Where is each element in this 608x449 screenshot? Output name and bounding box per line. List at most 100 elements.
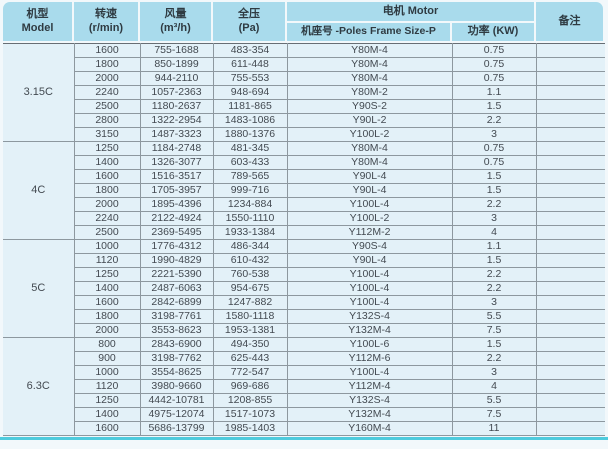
- cell-power: 3: [451, 365, 537, 380]
- cell-power: 1.5: [451, 337, 537, 352]
- cell-frame-size: Y80M-4: [286, 141, 453, 156]
- cell-pressure: 1933-1384: [212, 225, 288, 240]
- cell-remark: [535, 253, 605, 268]
- cell-speed: 2800: [73, 113, 141, 128]
- cell-airflow: 1516-3517: [139, 169, 214, 184]
- cell-speed: 1400: [73, 281, 141, 296]
- cell-remark: [535, 113, 605, 128]
- cell-power: 4: [451, 379, 537, 394]
- cell-speed: 1000: [73, 239, 141, 254]
- cell-airflow: 2843-6900: [139, 337, 214, 352]
- cell-airflow: 1326-3077: [139, 155, 214, 170]
- cell-pressure: 1953-1381: [212, 323, 288, 338]
- cell-power: 2.2: [451, 267, 537, 282]
- cell-speed: 3150: [73, 127, 141, 142]
- cell-power: 3: [451, 295, 537, 310]
- cell-frame-size: Y80M-4: [286, 57, 453, 72]
- cell-pressure: 611-448: [212, 57, 288, 72]
- cell-pressure: 1880-1376: [212, 127, 288, 142]
- cell-pressure: 481-345: [212, 141, 288, 156]
- cell-frame-size: Y100L-2: [286, 211, 453, 226]
- cell-speed: 2000: [73, 197, 141, 212]
- cell-pressure: 486-344: [212, 239, 288, 254]
- cell-pressure: 772-547: [212, 365, 288, 380]
- header-motor-group: 电机 Motor: [287, 2, 534, 21]
- cell-frame-size: Y100L-4: [286, 295, 453, 310]
- cell-remark: [535, 421, 605, 436]
- cell-frame-size: Y100L-6: [286, 337, 453, 352]
- cell-remark: [535, 295, 605, 310]
- table-header: 机型 Model 转速 (r/min) 风量 (m³/h) 全压 (Pa) 电机…: [3, 2, 605, 41]
- header-speed-zh: 转速: [95, 7, 117, 20]
- cell-remark: [535, 379, 605, 394]
- table-row: 1400 4975-12074 1517-1073 Y132M-4 7.5: [3, 407, 605, 422]
- cell-remark: [535, 197, 605, 212]
- table-row: 1600 5686-13799 1985-1403 Y160M-4 11: [3, 421, 605, 436]
- cell-speed: 800: [73, 337, 141, 352]
- cell-speed: 2000: [73, 323, 141, 338]
- cell-power: 5.5: [451, 309, 537, 324]
- table-row: 1400 2487-6063 954-675 Y100L-4 2.2: [3, 281, 605, 296]
- cell-airflow: 4442-10781: [139, 393, 214, 408]
- cell-airflow: 3198-7762: [139, 351, 214, 366]
- cell-airflow: 5686-13799: [139, 421, 214, 436]
- table-row: 1120 1990-4829 610-432 Y90L-4 1.5: [3, 253, 605, 268]
- cell-speed: 1250: [73, 141, 141, 156]
- cell-remark: [535, 365, 605, 380]
- cell-speed: 1120: [73, 253, 141, 268]
- cell-pressure: 1985-1403: [212, 421, 288, 436]
- cell-pressure: 969-686: [212, 379, 288, 394]
- table-row: 1250 2221-5390 760-538 Y100L-4 2.2: [3, 267, 605, 282]
- cell-airflow: 3554-8625: [139, 365, 214, 380]
- cell-speed: 2000: [73, 71, 141, 86]
- table-row: 900 3198-7762 625-443 Y112M-6 2.2: [3, 351, 605, 366]
- header-model: 机型 Model: [3, 2, 72, 41]
- cell-power: 7.5: [451, 323, 537, 338]
- header-airflow-unit: (m³/h): [160, 21, 191, 34]
- cell-remark: [535, 309, 605, 324]
- cell-power: 4: [451, 225, 537, 240]
- bottom-accent-line: [0, 437, 608, 440]
- cell-power: 0.75: [451, 43, 537, 58]
- cell-speed: 1250: [73, 267, 141, 282]
- cell-pressure: 1247-882: [212, 295, 288, 310]
- cell-speed: 1120: [73, 379, 141, 394]
- cell-remark: [535, 127, 605, 142]
- cell-remark: [535, 393, 605, 408]
- cell-remark: [535, 85, 605, 100]
- cell-frame-size: Y100L-2: [286, 127, 453, 142]
- cell-pressure: 610-432: [212, 253, 288, 268]
- cell-power: 0.75: [451, 57, 537, 72]
- cell-speed: 2240: [73, 85, 141, 100]
- cell-airflow: 2369-5495: [139, 225, 214, 240]
- cell-power: 1.1: [451, 85, 537, 100]
- cell-frame-size: Y80M-4: [286, 71, 453, 86]
- cell-airflow: 3553-8623: [139, 323, 214, 338]
- cell-remark: [535, 281, 605, 296]
- spec-table: 3.15C 1600 755-1688 483-354 Y80M-4 0.75 1800 85…: [3, 43, 605, 436]
- cell-power: 3: [451, 127, 537, 142]
- table-row: 2800 1322-2954 1483-1086 Y90L-2 2.2: [3, 113, 605, 128]
- table-row: 3150 1487-3323 1880-1376 Y100L-2 3: [3, 127, 605, 142]
- cell-airflow: 2842-6899: [139, 295, 214, 310]
- table-row: 6.3C 800 2843-6900 494-350 Y100L-6 1.5: [3, 337, 605, 436]
- cell-pressure: 1483-1086: [212, 113, 288, 128]
- cell-remark: [535, 43, 605, 58]
- cell-frame-size: Y90S-2: [286, 99, 453, 114]
- header-airflow: 风量 (m³/h): [140, 2, 211, 41]
- table-row: 4C 1250 1184-2748 481-345 Y80M-4 0.75: [3, 141, 605, 240]
- model-cell: 3.15C: [3, 43, 75, 142]
- cell-remark: [535, 57, 605, 72]
- cell-remark: [535, 141, 605, 156]
- cell-remark: [535, 351, 605, 366]
- cell-remark: [535, 169, 605, 184]
- cell-pressure: 1550-1110: [212, 211, 288, 226]
- cell-remark: [535, 267, 605, 282]
- cell-remark: [535, 211, 605, 226]
- cell-frame-size: Y80M-4: [286, 43, 453, 58]
- cell-frame-size: Y160M-4: [286, 421, 453, 436]
- table-row: 1800 850-1899 611-448 Y80M-4 0.75: [3, 57, 605, 72]
- cell-airflow: 850-1899: [139, 57, 214, 72]
- cell-remark: [535, 337, 605, 352]
- cell-speed: 2500: [73, 99, 141, 114]
